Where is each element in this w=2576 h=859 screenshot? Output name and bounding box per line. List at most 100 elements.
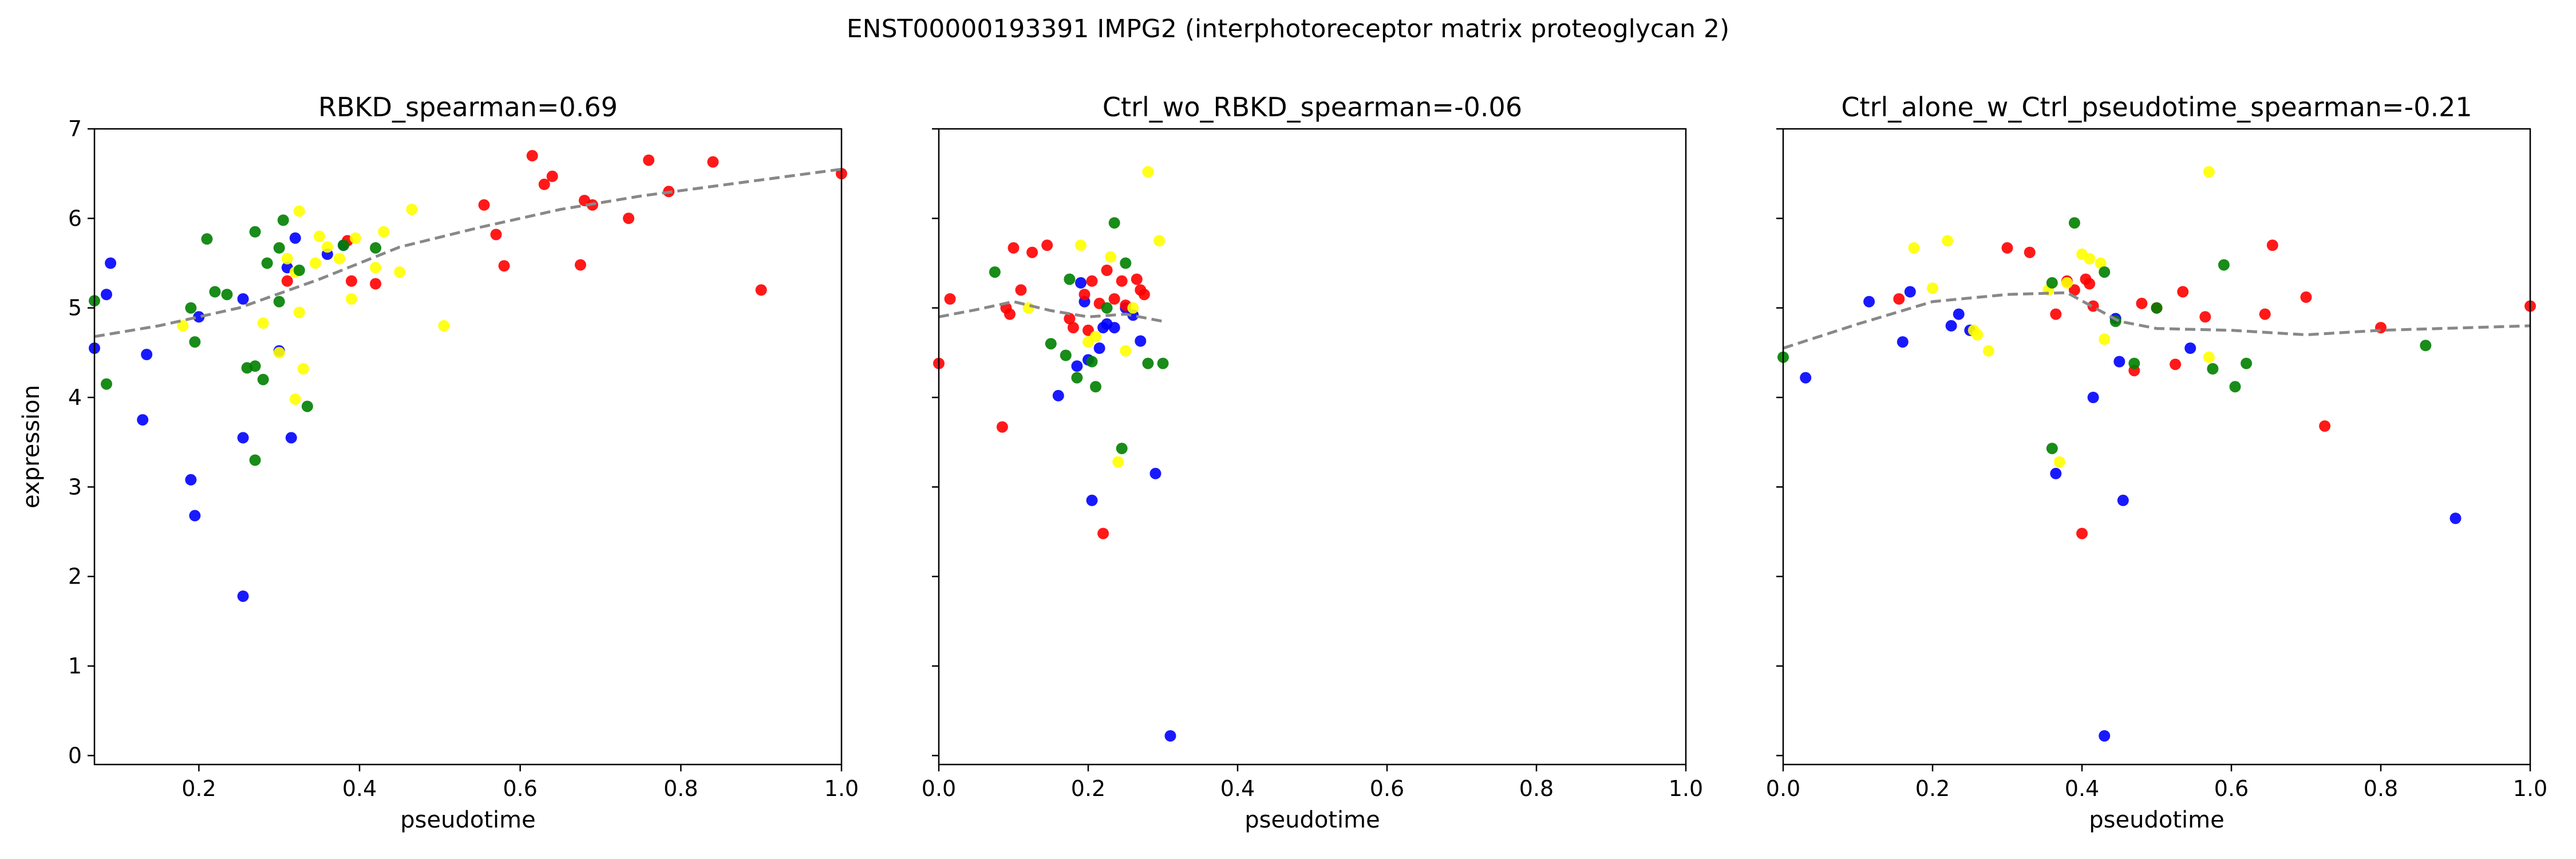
- x-tick-label: 0.2: [1915, 776, 1950, 801]
- scatter-points: [1777, 166, 2536, 742]
- data-point: [2117, 494, 2129, 506]
- data-point: [249, 226, 261, 238]
- data-point: [101, 289, 112, 301]
- data-point: [2068, 284, 2080, 296]
- data-point: [1982, 345, 1994, 357]
- data-point: [1131, 273, 1143, 285]
- x-tick-label: 0.6: [503, 776, 537, 801]
- data-point: [1945, 320, 1957, 332]
- data-point: [293, 205, 305, 217]
- panel-title: Ctrl_alone_w_Ctrl_pseudotime_spearman=-0…: [1841, 92, 2472, 123]
- figure-suptitle: ENST00000193391 IMPG2 (interphotorecepto…: [847, 14, 1729, 44]
- data-point: [1897, 336, 1909, 348]
- data-point: [2046, 277, 2058, 289]
- data-point: [643, 154, 655, 166]
- y-tick-label: 5: [68, 295, 82, 321]
- data-point: [2046, 443, 2058, 455]
- data-point: [1105, 251, 1117, 263]
- data-point: [1135, 335, 1147, 347]
- data-point: [1164, 730, 1176, 742]
- data-point: [394, 266, 406, 278]
- data-point: [2218, 259, 2230, 271]
- data-point: [2207, 363, 2219, 375]
- x-tick-label: 0.6: [1370, 776, 1404, 801]
- data-point: [257, 317, 269, 329]
- data-point: [755, 284, 767, 296]
- data-point: [2319, 420, 2331, 432]
- data-point: [1064, 273, 1076, 285]
- data-point: [2024, 246, 2036, 258]
- data-point: [281, 253, 293, 265]
- data-point: [1101, 302, 1113, 314]
- data-point: [1142, 166, 1154, 178]
- x-axis-label: pseudotime: [1244, 807, 1380, 833]
- y-tick-label: 3: [68, 474, 82, 499]
- x-tick-label: 0.8: [1519, 776, 1554, 801]
- data-point: [526, 149, 538, 161]
- data-point: [2229, 381, 2241, 393]
- x-tick-label: 0.8: [2364, 776, 2398, 801]
- data-point: [378, 226, 390, 238]
- data-point: [1064, 313, 1076, 325]
- data-point: [321, 241, 333, 253]
- data-point: [996, 421, 1008, 433]
- data-point: [2300, 291, 2312, 303]
- data-point: [1904, 286, 1916, 298]
- data-point: [2184, 342, 2196, 354]
- data-point: [1953, 308, 1965, 320]
- data-point: [189, 510, 201, 522]
- data-point: [575, 259, 586, 271]
- x-axis-label: pseudotime: [400, 807, 535, 833]
- data-point: [1908, 242, 1920, 254]
- data-point: [289, 232, 301, 244]
- data-point: [257, 373, 269, 385]
- data-point: [1041, 239, 1053, 251]
- data-point: [2061, 277, 2073, 289]
- data-point: [201, 233, 213, 245]
- data-point: [2136, 297, 2148, 309]
- data-point: [185, 474, 197, 486]
- data-point: [309, 257, 321, 269]
- data-point: [1157, 357, 1169, 369]
- data-point: [2151, 302, 2163, 314]
- data-point: [944, 293, 956, 305]
- data-point: [297, 363, 309, 375]
- trend-line: [94, 167, 842, 338]
- data-point: [221, 289, 233, 301]
- data-point: [1067, 322, 1079, 334]
- data-point: [1108, 322, 1120, 334]
- data-point: [209, 286, 221, 298]
- data-point: [1026, 246, 1038, 258]
- data-point: [293, 265, 305, 276]
- data-point: [237, 432, 249, 444]
- data-point: [2076, 527, 2088, 539]
- data-point: [141, 349, 153, 360]
- data-point: [1800, 372, 1812, 384]
- data-point: [101, 378, 112, 390]
- data-point: [2001, 242, 2013, 254]
- data-point: [1116, 443, 1128, 455]
- y-tick-label: 4: [68, 385, 82, 410]
- data-point: [313, 230, 325, 242]
- y-tick-label: 6: [68, 206, 82, 231]
- x-tick-label: 0.6: [2214, 776, 2249, 801]
- data-point: [193, 311, 205, 323]
- data-point: [1071, 360, 1083, 372]
- axes-frame: [1782, 128, 2531, 766]
- data-point: [370, 262, 382, 274]
- data-point: [2099, 266, 2111, 278]
- data-point: [1078, 289, 1091, 301]
- data-point: [1863, 295, 1875, 308]
- trend-line: [1783, 291, 2531, 350]
- chart-panel-3: 0.0 0.2 0.4 0.6 0.8 1.0 Ctrl_alone_w_Ctrl_pseu…: [1766, 92, 2547, 833]
- y-axis-label: expression: [18, 385, 45, 509]
- data-point: [1153, 235, 1165, 247]
- data-point: [490, 228, 502, 241]
- axes-frame: [93, 128, 843, 766]
- data-point: [1101, 265, 1113, 276]
- scatter-points: [89, 149, 847, 602]
- data-point: [1108, 217, 1120, 229]
- data-point: [301, 400, 313, 412]
- y-tick-label: 1: [68, 653, 82, 679]
